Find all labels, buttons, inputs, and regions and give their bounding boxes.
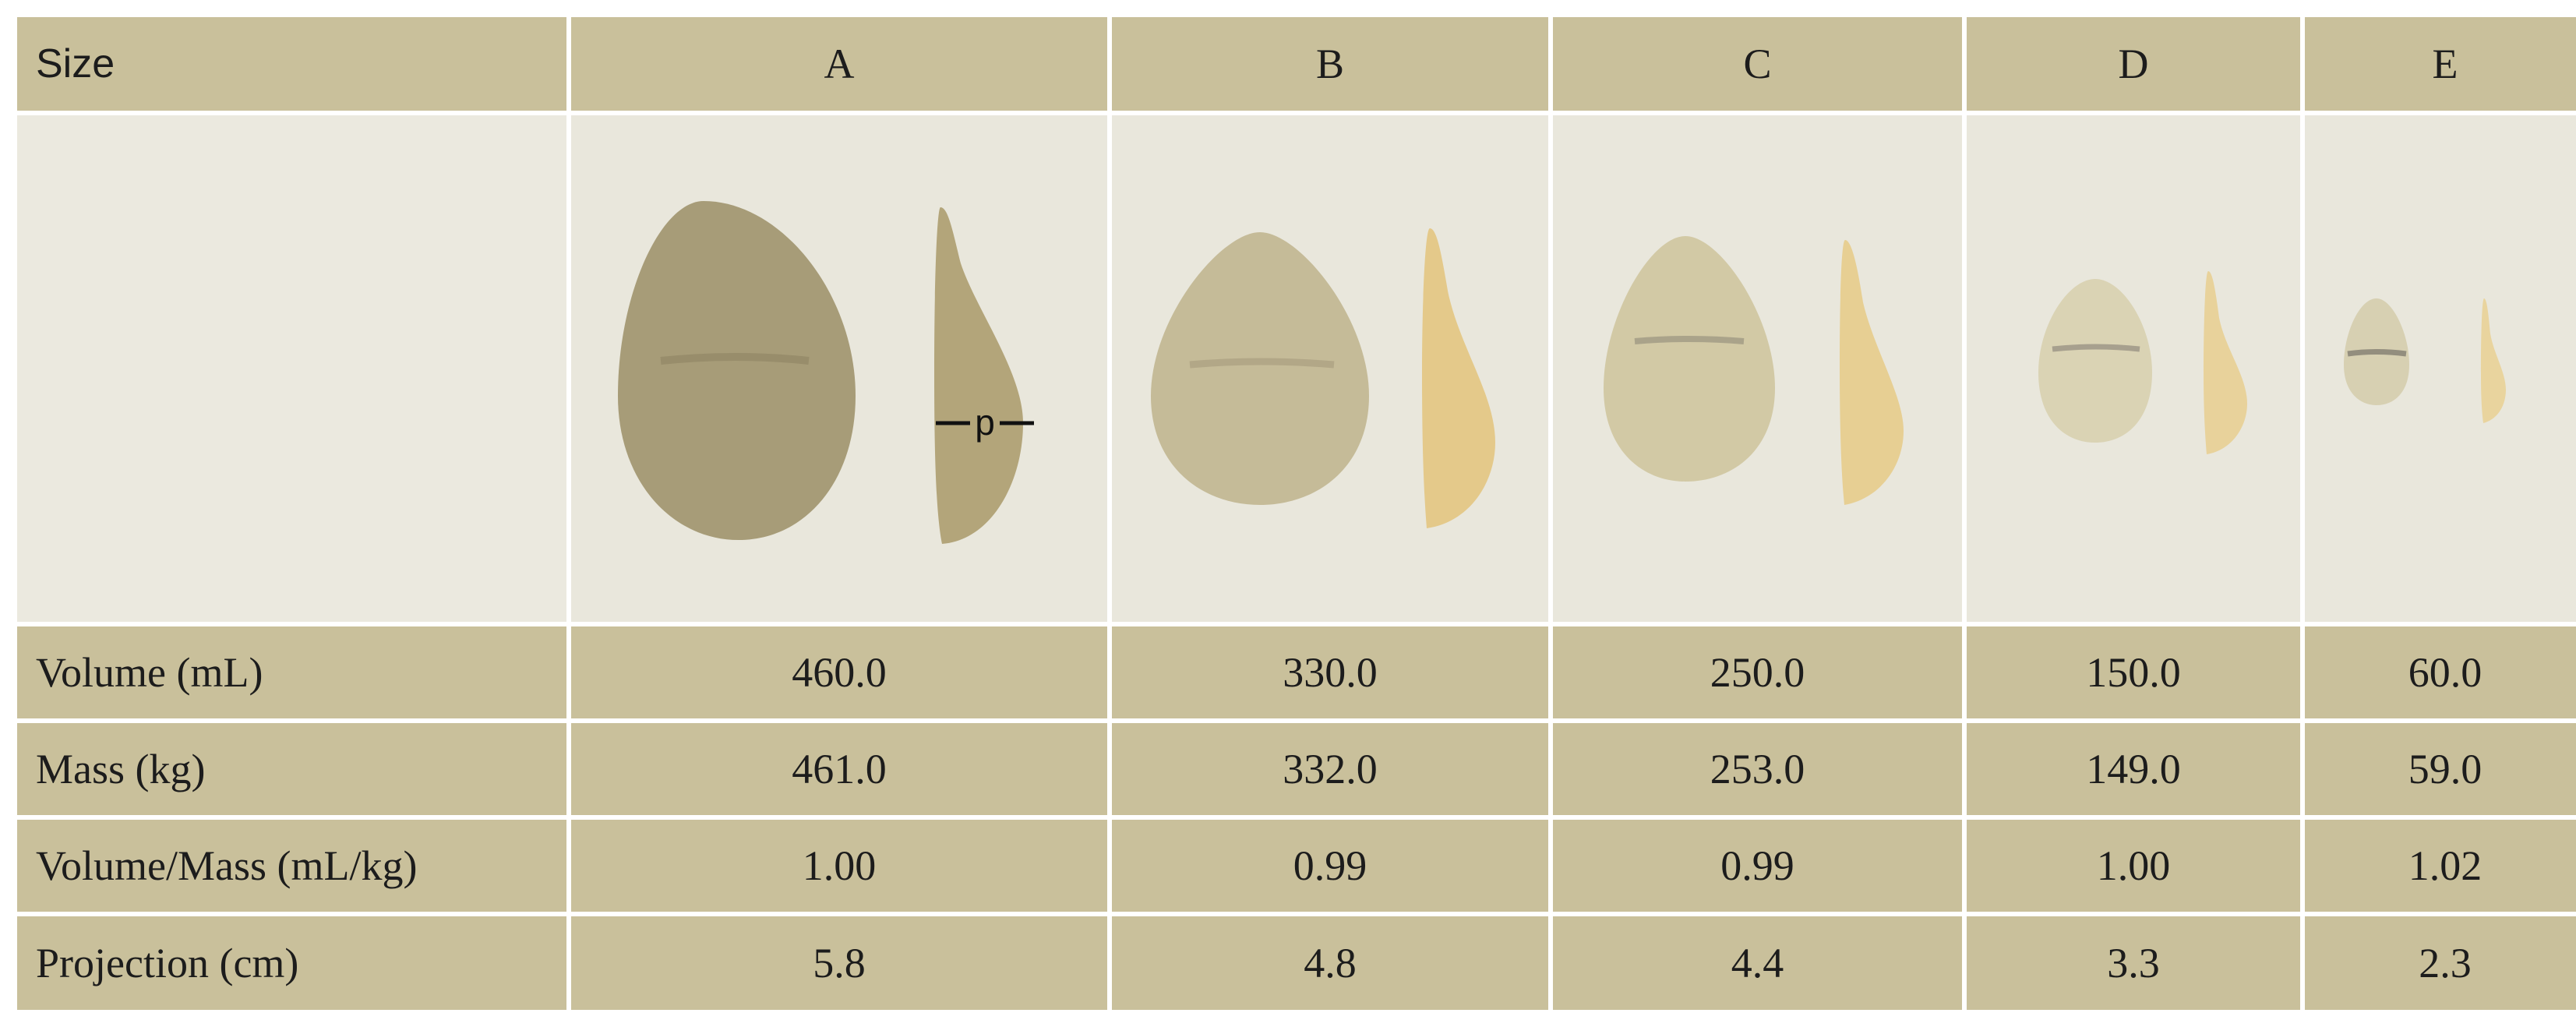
row-label-mass: Mass (kg) [17, 723, 566, 815]
implant-d-front-view [2038, 279, 2152, 443]
projection-value-e: 2.3 [2305, 916, 2576, 1010]
mass-value-c: 253.0 [1553, 723, 1962, 815]
implant-photo-d [1967, 115, 2300, 622]
implant-b-front-view [1151, 232, 1369, 505]
implant-photo-e [2305, 115, 2576, 622]
header-size-c: C [1553, 17, 1962, 111]
image-row-empty-cell [17, 115, 566, 622]
implant-b-band [1189, 358, 1335, 369]
implant-photo-c [1553, 115, 1962, 622]
projection-value-d: 3.3 [1967, 916, 2300, 1010]
volume-value-b: 330.0 [1112, 626, 1548, 718]
volume-value-a: 460.0 [571, 626, 1107, 718]
implant-photo-a: p [571, 115, 1107, 622]
volume-mass-value-b: 0.99 [1112, 820, 1548, 912]
row-label-volume-mass: Volume/Mass (mL/kg) [17, 820, 566, 912]
header-size-label: Size [17, 17, 566, 111]
projection-value-c: 4.4 [1553, 916, 1962, 1010]
implant-photo-b [1112, 115, 1548, 622]
volume-mass-value-d: 1.00 [1967, 820, 2300, 912]
mass-value-d: 149.0 [1967, 723, 2300, 815]
implant-d-side-view [2204, 271, 2247, 454]
projection-marker-label: p [975, 402, 995, 443]
row-label-volume: Volume (mL) [17, 626, 566, 718]
implant-e-band [2347, 349, 2407, 357]
volume-value-e: 60.0 [2305, 626, 2576, 718]
implant-d-band [2052, 344, 2140, 352]
implant-size-table: Size A B C D E p [17, 17, 2576, 1010]
volume-mass-value-e: 1.02 [2305, 820, 2576, 912]
volume-value-c: 250.0 [1553, 626, 1962, 718]
header-size-b: B [1112, 17, 1548, 111]
projection-value-b: 4.8 [1112, 916, 1548, 1010]
implant-a-side-view [934, 207, 1023, 544]
mass-value-a: 461.0 [571, 723, 1107, 815]
volume-mass-value-c: 0.99 [1553, 820, 1962, 912]
implant-e-side-view [2481, 298, 2506, 423]
header-size-e: E [2305, 17, 2576, 111]
header-size-a: A [571, 17, 1107, 111]
implant-c-band [1634, 336, 1745, 344]
implant-a-front-view [618, 201, 856, 540]
implant-c-front-view [1604, 236, 1775, 482]
implant-b-side-view [1422, 228, 1495, 528]
projection-value-a: 5.8 [571, 916, 1107, 1010]
mass-value-b: 332.0 [1112, 723, 1548, 815]
header-size-d: D [1967, 17, 2300, 111]
implant-a-band [660, 353, 810, 365]
mass-value-e: 59.0 [2305, 723, 2576, 815]
implant-c-side-view [1840, 240, 1904, 505]
volume-mass-value-a: 1.00 [571, 820, 1107, 912]
row-label-projection: Projection (cm) [17, 916, 566, 1010]
volume-value-d: 150.0 [1967, 626, 2300, 718]
